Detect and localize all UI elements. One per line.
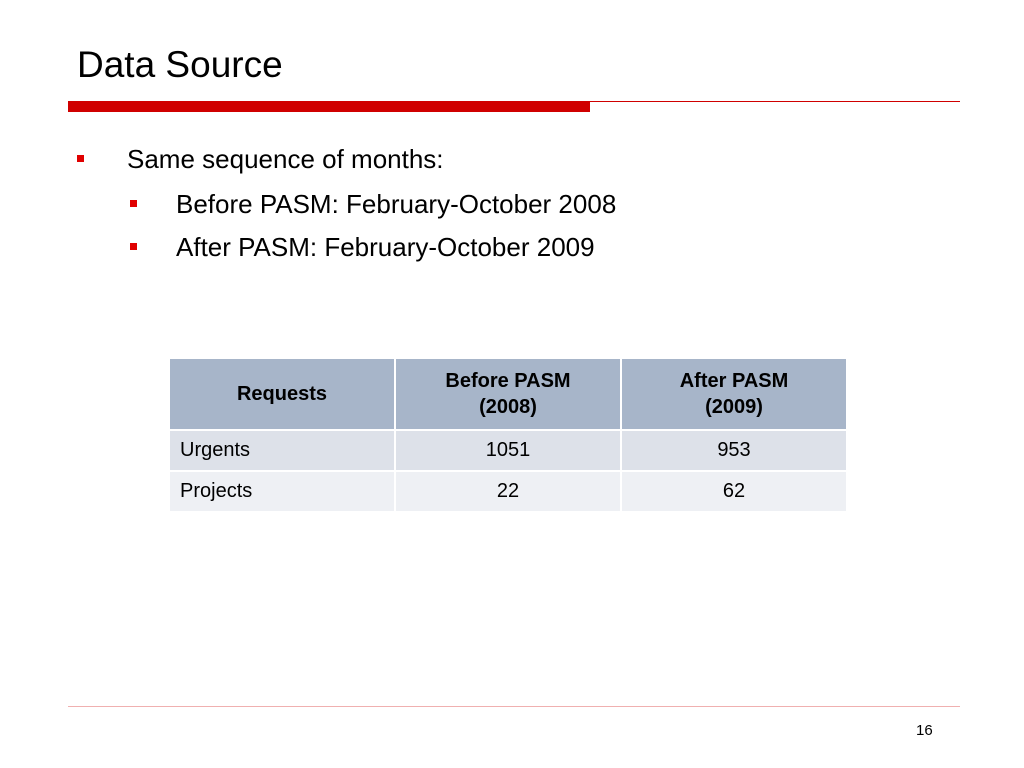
row-label: Urgents (168, 429, 396, 472)
bullet-marker (130, 200, 137, 207)
header-row: Requests Before PASM (2008) After PASM (20… (168, 357, 848, 431)
table-cell: 22 (394, 470, 622, 513)
sub-bullet: After PASM: February-October 2009 (176, 232, 595, 262)
row-label: Projects (168, 470, 396, 513)
header-cell: After PASM (2009) (620, 357, 848, 431)
table-row: Urgents 1051 953 (168, 429, 848, 472)
footer-rule (68, 706, 960, 707)
data-table: Requests Before PASM (2008) After PASM (20… (168, 357, 848, 513)
header-cell: Requests (168, 357, 396, 431)
bullet: Same sequence of months: (127, 144, 444, 174)
bullet-marker (130, 243, 137, 250)
title-bar (68, 101, 590, 112)
header-text: (2009) (705, 396, 763, 418)
header-text: (2008) (479, 396, 537, 418)
table-cell: 62 (620, 470, 848, 513)
header-text: After PASM (679, 370, 789, 392)
header-text: Before PASM (445, 370, 571, 392)
table-cell: 1051 (394, 429, 622, 472)
slide-title: Data Source (77, 44, 283, 85)
bullet-marker (77, 155, 84, 162)
table-cell: 953 (620, 429, 848, 472)
page-number: 16 (916, 722, 933, 739)
header-text: Requests (236, 383, 328, 405)
table-row: Projects 22 62 (168, 470, 848, 513)
header-cell: Before PASM (2008) (394, 357, 622, 431)
title-rule (590, 101, 960, 102)
sub-bullet: Before PASM: February-October 2008 (176, 189, 617, 219)
